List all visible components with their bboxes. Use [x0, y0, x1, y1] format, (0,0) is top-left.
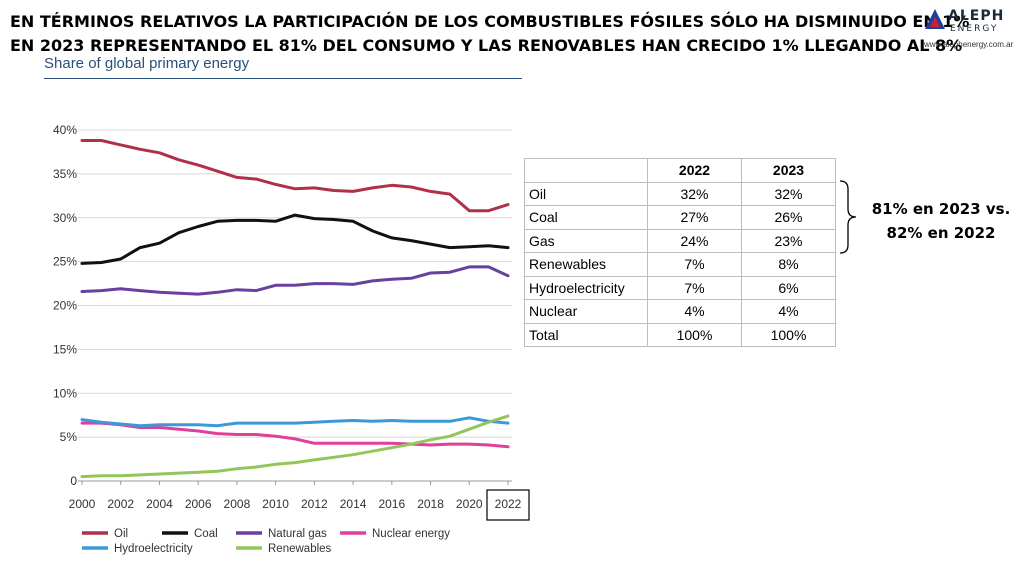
table-header-row: 2022 2023	[524, 158, 836, 183]
x-tick-label: 2018	[417, 497, 444, 511]
legend-label: Nuclear energy	[372, 528, 450, 540]
series-line-oil	[80, 139, 510, 213]
y-tick-label: 10%	[53, 386, 77, 400]
value-2022: 24%	[647, 228, 742, 253]
row-label: Gas	[524, 228, 648, 253]
y-tick-label: 25%	[53, 255, 77, 269]
legend-label: Renewables	[268, 543, 332, 555]
table-row: Total 100% 100%	[524, 322, 836, 347]
headline-line-1: EN TÉRMINOS RELATIVOS LA PARTICIPACIÓN D…	[10, 12, 970, 31]
y-tick-label: 5%	[60, 430, 78, 444]
triangle-logo-icon	[925, 9, 945, 29]
value-2023: 100%	[741, 322, 836, 347]
table-row: Oil 32% 32%	[524, 181, 836, 206]
title-underline	[44, 78, 522, 79]
annotation-line-1: 81% en 2023 vs.	[871, 200, 1011, 218]
x-tick-label: 2010	[262, 497, 289, 511]
series-line-coal	[80, 213, 510, 265]
value-2022: 7%	[647, 275, 742, 300]
row-label: Oil	[524, 181, 648, 206]
row-label: Coal	[524, 205, 648, 230]
highlight-box	[486, 489, 530, 521]
x-tick-label: 2006	[185, 497, 212, 511]
row-label: Nuclear	[524, 299, 648, 324]
table-row: Coal 27% 26%	[524, 205, 836, 230]
fossil-share-annotation: 81% en 2023 vs. 82% en 2022	[866, 197, 1016, 245]
y-tick-label: 0	[70, 474, 77, 488]
value-2022: 4%	[647, 299, 742, 324]
x-tick-label: 2002	[107, 497, 134, 511]
row-label: Total	[524, 322, 648, 347]
y-tick-label: 30%	[53, 211, 77, 225]
chart-title: Share of global primary energy	[44, 55, 250, 72]
logo-url: www.alephenergy.com.ar	[924, 40, 1014, 49]
x-tick-label: 2016	[378, 497, 405, 511]
table-header-2022: 2022	[647, 158, 742, 183]
value-2023: 4%	[741, 299, 836, 324]
series-line-natural-gas	[80, 265, 510, 296]
series-line-hydroelectricity	[80, 416, 510, 428]
table-header-empty	[524, 158, 648, 183]
legend-label: Oil	[114, 528, 128, 540]
x-tick-label: 2000	[69, 497, 96, 511]
table-row: Renewables 7% 8%	[524, 252, 836, 277]
value-2022: 27%	[647, 205, 742, 230]
value-2023: 32%	[741, 181, 836, 206]
y-tick-label: 15%	[53, 342, 77, 356]
value-2023: 8%	[741, 252, 836, 277]
series-line-nuclear-energy	[80, 421, 510, 449]
value-2022: 100%	[647, 322, 742, 347]
x-tick-label: 2004	[146, 497, 173, 511]
curly-brace-icon	[839, 180, 857, 254]
headline: EN TÉRMINOS RELATIVOS LA PARTICIPACIÓN D…	[10, 10, 970, 58]
table-header-2023: 2023	[741, 158, 836, 183]
table-row: Nuclear 4% 4%	[524, 299, 836, 324]
row-label: Renewables	[524, 252, 648, 277]
series-line-renewables	[80, 414, 510, 479]
share-table: 2022 2023 Oil 32% 32% Coal 27% 26% Gas 2…	[524, 158, 836, 347]
value-2023: 6%	[741, 275, 836, 300]
table-row: Gas 24% 23%	[524, 228, 836, 253]
value-2023: 23%	[741, 228, 836, 253]
y-tick-label: 40%	[53, 123, 77, 137]
headline-line-2: EN 2023 REPRESENTANDO EL 81% DEL CONSUMO…	[10, 36, 963, 55]
legend-label: Coal	[194, 528, 218, 540]
aleph-energy-logo: ALEPH ENERGY www.alephenergy.com.ar	[924, 8, 1020, 52]
y-tick-label: 35%	[53, 167, 77, 181]
y-tick-label: 20%	[53, 299, 77, 313]
value-2022: 7%	[647, 252, 742, 277]
legend-label: Hydroelectricity	[114, 543, 193, 555]
x-tick-label: 2012	[301, 497, 328, 511]
legend-label: Natural gas	[268, 528, 327, 540]
x-tick-label: 2014	[340, 497, 367, 511]
logo-sub: ENERGY	[950, 24, 999, 34]
value-2023: 26%	[741, 205, 836, 230]
row-label: Hydroelectricity	[524, 275, 648, 300]
logo-name: ALEPH	[948, 8, 1005, 24]
value-2022: 32%	[647, 181, 742, 206]
table-row: Hydroelectricity 7% 6%	[524, 275, 836, 300]
x-tick-label: 2008	[224, 497, 251, 511]
x-tick-label: 2022	[495, 497, 522, 511]
annotation-line-2: 82% en 2022	[886, 224, 996, 242]
x-tick-label: 2020	[456, 497, 483, 511]
